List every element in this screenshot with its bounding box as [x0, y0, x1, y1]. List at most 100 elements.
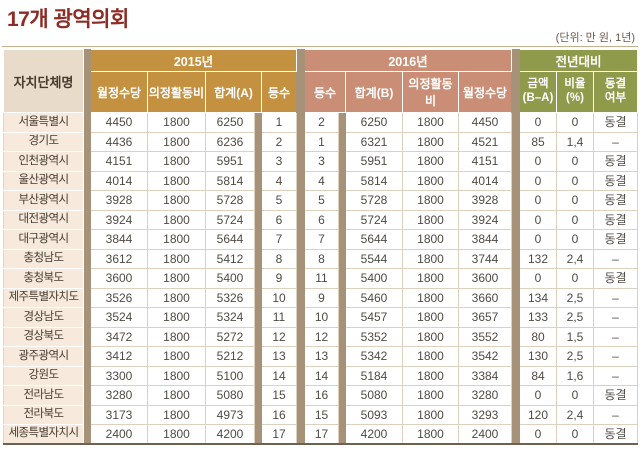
cell-2015-total-a: 4973 [205, 404, 255, 425]
cell-2015-total-a: 5644 [205, 229, 255, 250]
cell-2015-rank: 7 [261, 229, 297, 250]
cell-region-name: 서울특별시 [3, 112, 84, 133]
cell-region-name: 울산광역시 [3, 170, 84, 191]
divider-bar [254, 229, 262, 250]
header-group-prev-year: 전년대비 [519, 49, 638, 72]
cell-2015-rank: 3 [261, 151, 297, 172]
cell-diff-amount: 0 [519, 112, 557, 133]
divider-bar [511, 112, 520, 133]
divider-bar [254, 112, 262, 133]
cell-2015-rank: 17 [261, 424, 297, 445]
cell-2015-rank: 13 [261, 346, 297, 367]
cell-2015-rank: 10 [261, 287, 297, 308]
cell-2015-total-a: 5212 [205, 346, 255, 367]
cell-2016-total-b: 5728 [345, 190, 403, 211]
cell-2015-total-a: 5951 [205, 151, 255, 172]
header-2016-total-b: 합계(B) [345, 71, 403, 113]
cell-2015-activity-expense: 1800 [147, 190, 206, 211]
table-row: 경상북도 3472 1800 5272 12 12 5352 1800 3552 80 1,5– [3, 326, 638, 347]
cell-freeze-status: 동결 [593, 170, 638, 191]
divider-bar [254, 190, 262, 211]
cell-2016-rank: 14 [304, 365, 339, 386]
cell-2016-rank: 12 [304, 326, 339, 347]
cell-2015-monthly-allowance: 3924 [90, 209, 148, 230]
cell-diff-amount: 0 [519, 170, 557, 191]
divider-bar [296, 404, 305, 425]
cell-2016-total-b: 5460 [345, 287, 403, 308]
cell-2016-rank: 9 [304, 287, 339, 308]
cell-diff-amount: 133 [519, 307, 557, 328]
cell-2016-total-b: 5644 [345, 229, 403, 250]
cell-freeze-status: – [593, 131, 638, 152]
cell-2016-rank: 10 [304, 307, 339, 328]
divider-bar [83, 229, 91, 250]
cell-2016-activity-expense: 1800 [402, 404, 459, 425]
divider-bar [511, 229, 520, 250]
header-group-2016: 2016년 [304, 49, 512, 72]
cell-region-name: 대구광역시 [3, 229, 84, 250]
divider-bar [83, 346, 91, 367]
cell-2015-total-a: 5100 [205, 365, 255, 386]
cell-2015-rank: 12 [261, 326, 297, 347]
cell-2016-rank: 2 [304, 112, 339, 133]
cell-freeze-status: 동결 [593, 190, 638, 211]
table-row: 충청북도 3600 1800 5400 9 11 5400 1800 3600 0 0 동결 [3, 268, 638, 289]
cell-2016-total-b: 5814 [345, 170, 403, 191]
cell-2016-total-b: 5457 [345, 307, 403, 328]
cell-diff-ratio: 2,5 [556, 346, 594, 367]
cell-region-name: 충청북도 [3, 268, 84, 289]
cell-2016-rank: 5 [304, 190, 339, 211]
cell-2016-monthly-allowance: 4521 [458, 131, 512, 152]
cell-diff-ratio: 1,5 [556, 326, 594, 347]
cell-2016-activity-expense: 1800 [402, 190, 459, 211]
divider-bar [511, 49, 520, 113]
cell-diff-amount: 0 [519, 229, 557, 250]
cell-2015-monthly-allowance: 3300 [90, 365, 148, 386]
cell-diff-ratio: 2,5 [556, 307, 594, 328]
cell-diff-ratio: 1,6 [556, 365, 594, 386]
cell-freeze-status: – [593, 346, 638, 367]
cell-2016-total-b: 6250 [345, 112, 403, 133]
cell-2015-rank: 11 [261, 307, 297, 328]
table-row: 강원도 3300 1800 5100 14 14 5184 1800 3384 84 1,6– [3, 365, 638, 386]
divider-bar [511, 151, 520, 172]
divider-bar [296, 209, 305, 230]
cell-2015-total-a: 6250 [205, 112, 255, 133]
cell-region-name: 인천광역시 [3, 151, 84, 172]
cell-freeze-status: – [593, 287, 638, 308]
table-row: 전라남도 3280 1800 5080 15 16 5080 1800 3280 0 0 동결 [3, 385, 638, 406]
divider-bar [296, 424, 305, 445]
divider-bar [338, 151, 346, 172]
divider-bar [296, 346, 305, 367]
cell-2015-activity-expense: 1800 [147, 326, 206, 347]
divider-bar [296, 151, 305, 172]
cell-2016-monthly-allowance: 2400 [458, 424, 512, 445]
cell-2015-monthly-allowance: 3612 [90, 248, 148, 269]
cell-2016-total-b: 5724 [345, 209, 403, 230]
cell-2016-rank: 11 [304, 268, 339, 289]
divider-bar [254, 248, 262, 269]
cell-2015-rank: 15 [261, 385, 297, 406]
cell-2015-monthly-allowance: 3526 [90, 287, 148, 308]
cell-2016-rank: 17 [304, 424, 339, 445]
cell-2016-rank: 4 [304, 170, 339, 191]
cell-diff-amount: 0 [519, 190, 557, 211]
cell-2015-activity-expense: 1800 [147, 385, 206, 406]
cell-region-name: 경상남도 [3, 307, 84, 328]
cell-2015-activity-expense: 1800 [147, 268, 206, 289]
cell-2015-total-a: 5412 [205, 248, 255, 269]
cell-freeze-status: 동결 [593, 424, 638, 445]
header-2016-activity-expense: 의정활동비 [402, 71, 459, 113]
cell-2015-monthly-allowance: 2400 [90, 424, 148, 445]
divider-bar [338, 307, 346, 328]
cell-2015-total-a: 6236 [205, 131, 255, 152]
cell-2016-activity-expense: 1800 [402, 424, 459, 445]
cell-2016-monthly-allowance: 3928 [458, 190, 512, 211]
cell-diff-amount: 0 [519, 424, 557, 445]
divider-bar [338, 209, 346, 230]
cell-diff-amount: 120 [519, 404, 557, 425]
header-freeze-status: 동결 여부 [593, 71, 638, 113]
cell-2015-monthly-allowance: 4450 [90, 112, 148, 133]
cell-2015-total-a: 5272 [205, 326, 255, 347]
divider-bar [296, 385, 305, 406]
